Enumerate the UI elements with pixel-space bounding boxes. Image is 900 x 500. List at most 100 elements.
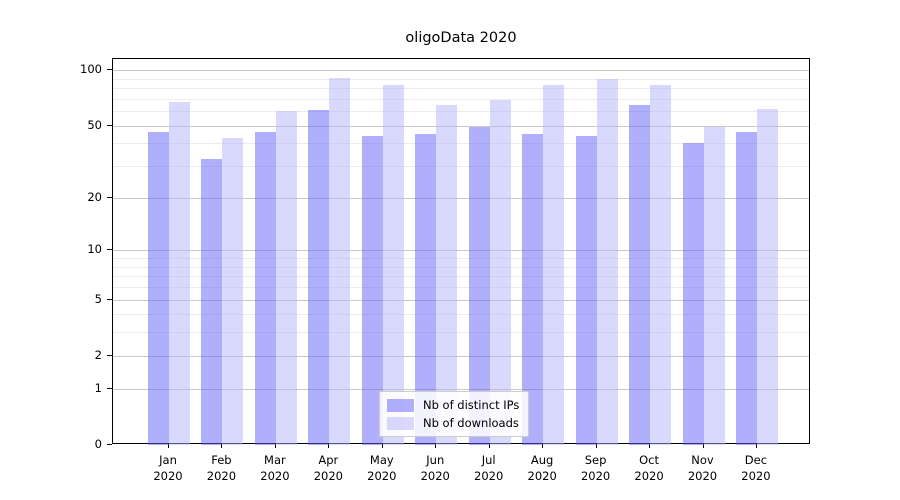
x-tick-mark: [168, 444, 169, 448]
x-tick-label-year: 2020: [260, 469, 290, 483]
x-tick-mark: [542, 444, 544, 448]
x-tick-label-month: Sep: [584, 453, 607, 467]
x-tick-mark: [595, 444, 597, 448]
bar-downloads: [489, 100, 511, 445]
legend-swatch-distinct-ips: [387, 398, 414, 412]
y-tick-label: 2: [94, 347, 102, 362]
x-tick-label-month: Jun: [426, 453, 445, 467]
bar-downloads: [275, 111, 297, 445]
bar-downloads: [650, 85, 672, 445]
minor-gridline: [113, 166, 809, 168]
major-gridline: [113, 299, 809, 301]
x-tick-label-year: 2020: [313, 469, 343, 483]
x-tick-mark: [435, 444, 437, 448]
y-tick-label: 50: [87, 117, 102, 132]
minor-gridline: [113, 266, 809, 268]
bar-distinct-ips: [522, 134, 544, 445]
x-tick-mark: [755, 444, 757, 448]
y-tick-label: 10: [87, 242, 102, 257]
x-tick-label-year: 2020: [687, 469, 718, 483]
y-tick-mark: [107, 69, 112, 71]
x-tick-label-year: 2020: [634, 469, 664, 483]
x-tick-mark: [488, 444, 490, 448]
legend-row: Nb of distinct IPs: [387, 398, 519, 412]
x-tick-mark: [328, 444, 330, 448]
y-tick-mark: [107, 444, 112, 445]
x-tick-mark: [649, 444, 651, 448]
y-tick-mark: [107, 196, 112, 198]
major-gridline: [113, 355, 809, 357]
legend-swatch-downloads: [387, 416, 414, 430]
bar-downloads: [543, 85, 565, 445]
major-gridline: [113, 197, 809, 199]
y-tick-label: 5: [94, 291, 102, 306]
x-tick-label-year: 2020: [527, 469, 557, 483]
y-tick-mark: [107, 124, 112, 126]
y-tick-mark: [107, 249, 112, 251]
bar-distinct-ips: [201, 158, 223, 445]
bar-distinct-ips: [254, 132, 276, 445]
x-tick-label-year: 2020: [474, 469, 504, 483]
legend-label: Nb of distinct IPs: [423, 398, 520, 412]
bar-downloads: [756, 108, 778, 445]
y-tick-mark: [107, 354, 112, 356]
minor-gridline: [113, 286, 809, 288]
bar-downloads: [703, 127, 725, 445]
x-tick-label-month: Nov: [691, 453, 714, 467]
x-tick-label-year: 2020: [153, 469, 183, 483]
major-gridline: [113, 388, 809, 390]
x-tick-label-month: Feb: [211, 453, 232, 467]
legend-label: Nb of downloads: [423, 416, 519, 430]
bar-downloads: [596, 78, 618, 445]
legend-row: Nb of downloads: [387, 416, 519, 430]
x-tick-mark: [221, 444, 223, 448]
bar-distinct-ips: [148, 132, 169, 445]
x-tick-label-month: Oct: [639, 453, 659, 467]
x-tick-label-month: May: [369, 453, 394, 467]
bar-distinct-ips: [308, 109, 330, 445]
y-tick-label: 100: [80, 62, 102, 77]
minor-gridline: [113, 111, 809, 113]
bar-downloads: [169, 102, 190, 445]
x-tick-label-year: 2020: [741, 469, 771, 483]
minor-gridline: [113, 314, 809, 316]
bar-distinct-ips: [629, 104, 651, 445]
minor-gridline: [113, 78, 809, 80]
x-tick-label-month: Aug: [530, 453, 554, 467]
major-gridline: [113, 250, 809, 252]
x-tick-mark: [702, 444, 704, 448]
plot-area: [112, 58, 810, 445]
minor-gridline: [113, 88, 809, 90]
y-tick-mark: [107, 387, 112, 389]
bar-downloads: [222, 137, 244, 445]
x-tick-label-year: 2020: [206, 469, 237, 483]
y-tick-label: 0: [94, 437, 102, 451]
bar-distinct-ips: [575, 135, 597, 445]
x-tick-label-month: Apr: [318, 453, 339, 467]
y-tick-mark: [107, 298, 112, 300]
legend: Nb of distinct IPs Nb of downloads: [379, 391, 530, 437]
bar-distinct-ips: [415, 134, 437, 445]
x-tick-label-year: 2020: [580, 469, 611, 483]
bar-downloads: [382, 85, 404, 445]
bar-distinct-ips: [682, 143, 704, 445]
x-tick-label-month: Jul: [481, 453, 496, 467]
chart-title: oligoData 2020: [405, 30, 517, 46]
bar-distinct-ips: [361, 135, 383, 445]
major-gridline: [113, 70, 809, 72]
x-tick-label-month: Dec: [744, 453, 768, 467]
bar-distinct-ips: [735, 132, 757, 445]
minor-gridline: [113, 98, 809, 100]
bar-downloads: [436, 104, 458, 445]
minor-gridline: [113, 258, 809, 260]
x-tick-label-year: 2020: [420, 469, 450, 483]
x-tick-label-year: 2020: [367, 469, 397, 483]
x-tick-label-month: Mar: [264, 453, 286, 467]
x-tick-mark: [381, 444, 383, 448]
x-tick-label-month: Jan: [159, 453, 177, 467]
bar-distinct-ips: [468, 127, 490, 445]
x-tick-mark: [274, 444, 276, 448]
major-gridline: [113, 125, 809, 127]
minor-gridline: [113, 332, 809, 334]
